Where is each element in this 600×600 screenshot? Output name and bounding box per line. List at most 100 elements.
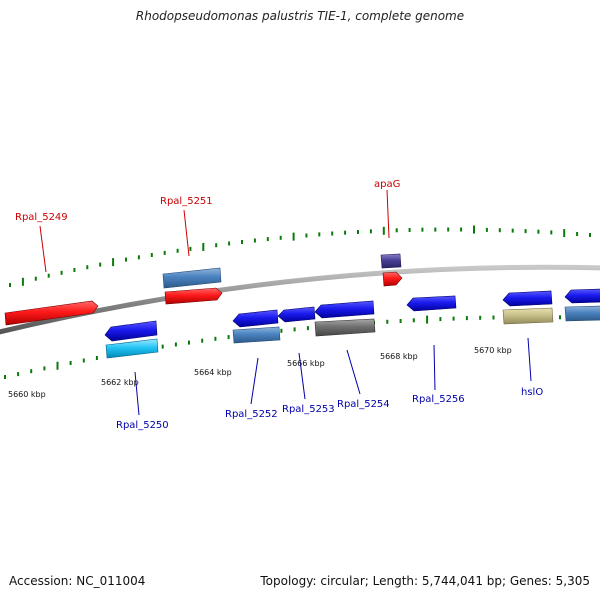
gene-rpal-5254[interactable] xyxy=(314,300,375,319)
major-tick xyxy=(292,232,295,241)
label-hslo[interactable]: hslO xyxy=(521,387,543,398)
gene-rpal-5252-band[interactable] xyxy=(232,326,281,344)
minor-tick xyxy=(344,230,347,235)
minor-tick xyxy=(386,319,389,324)
major-tick xyxy=(473,225,475,234)
leader-rpal-5253 xyxy=(298,352,306,400)
minor-tick xyxy=(589,233,591,237)
major-tick xyxy=(112,258,115,267)
kbp-label: 5660 kbp xyxy=(8,390,46,399)
gene-apag[interactable] xyxy=(382,271,403,287)
label-rpal-5250[interactable]: Rpal_5250 xyxy=(116,420,169,431)
gene-rpal-5253[interactable] xyxy=(277,306,316,323)
minor-tick xyxy=(408,228,411,232)
minor-tick xyxy=(465,316,468,321)
major-tick xyxy=(56,361,59,370)
label-rpal-5254[interactable]: Rpal_5254 xyxy=(337,399,390,410)
minor-tick xyxy=(4,375,6,379)
map-title: Rhodopseudomonas palustris TIE-1, comple… xyxy=(135,9,465,23)
gene-rpal-5252[interactable] xyxy=(232,309,279,328)
major-tick xyxy=(426,315,429,324)
minor-tick xyxy=(306,326,309,331)
label-apag[interactable]: apaG xyxy=(374,179,400,190)
minor-tick xyxy=(241,240,243,244)
minor-tick xyxy=(137,255,140,260)
gene-hslo-band[interactable] xyxy=(502,307,554,325)
gene-rpal-5250[interactable] xyxy=(104,320,158,342)
leader-hslo xyxy=(527,337,532,382)
minor-tick xyxy=(318,232,321,237)
minor-tick xyxy=(176,248,179,253)
minor-tick xyxy=(227,335,230,340)
minor-tick xyxy=(99,262,102,267)
minor-tick xyxy=(421,227,424,232)
minor-tick xyxy=(479,315,482,320)
minor-tick xyxy=(439,317,442,322)
label-rpal-5249[interactable]: Rpal_5249 xyxy=(15,212,68,223)
minor-tick xyxy=(434,227,437,232)
gene-rpal-5256[interactable] xyxy=(406,295,457,312)
genome-summary: Topology: circular; Length: 5,744,041 bp… xyxy=(260,574,590,588)
minor-tick xyxy=(47,273,50,278)
minor-tick xyxy=(460,227,463,232)
gene-right-edge[interactable] xyxy=(564,288,600,304)
label-rpal-5253[interactable]: Rpal_5253 xyxy=(282,404,335,415)
minor-tick xyxy=(189,246,192,251)
gene-rpal-5250-band[interactable] xyxy=(105,338,159,359)
minor-tick xyxy=(17,372,20,377)
minor-tick xyxy=(174,342,177,347)
minor-tick xyxy=(511,228,514,233)
kbp-label: 5664 kbp xyxy=(194,368,232,377)
leader-rpal-5254 xyxy=(346,349,361,395)
gene-apag-band[interactable] xyxy=(380,253,402,269)
minor-tick xyxy=(452,316,455,321)
gene-hslo[interactable] xyxy=(502,290,553,307)
ticks-top xyxy=(9,225,591,287)
minor-tick xyxy=(201,338,204,343)
gene-rpal-5251-band[interactable] xyxy=(162,267,222,289)
minor-tick xyxy=(447,227,450,232)
minor-tick xyxy=(215,243,218,248)
minor-tick xyxy=(30,369,33,374)
minor-tick xyxy=(559,315,561,320)
label-rpal-5256[interactable]: Rpal_5256 xyxy=(412,394,465,405)
gene-rpal-5254-band[interactable] xyxy=(314,318,376,337)
kbp-label: 5666 kbp xyxy=(287,359,325,368)
label-rpal-5251[interactable]: Rpal_5251 xyxy=(160,196,213,207)
kbp-label: 5670 kbp xyxy=(474,346,512,355)
minor-tick xyxy=(150,253,153,257)
minor-tick xyxy=(412,318,415,323)
leader-rpal-5250 xyxy=(134,371,140,416)
minor-tick xyxy=(498,228,501,233)
minor-tick xyxy=(82,358,85,363)
minor-tick xyxy=(228,241,231,246)
gene-rpal-5249[interactable] xyxy=(4,300,99,326)
major-tick xyxy=(563,229,566,238)
minor-tick xyxy=(550,230,553,235)
minor-tick xyxy=(357,230,359,234)
minor-tick xyxy=(537,229,540,234)
minor-tick xyxy=(9,283,11,287)
leader-rpal-5256 xyxy=(433,344,436,391)
minor-tick xyxy=(73,268,76,272)
minor-tick xyxy=(369,229,372,234)
minor-tick xyxy=(253,238,256,243)
leader-rpal-5249 xyxy=(39,225,47,273)
minor-tick xyxy=(395,228,398,233)
accession-text: Accession: NC_011004 xyxy=(9,574,146,588)
minor-tick xyxy=(95,356,98,360)
leader-rpal-5252 xyxy=(250,357,259,405)
minor-tick xyxy=(280,328,283,333)
minor-tick xyxy=(43,366,46,371)
major-tick xyxy=(21,277,24,286)
minor-tick xyxy=(331,231,334,236)
minor-tick xyxy=(524,229,527,234)
minor-tick xyxy=(266,237,269,242)
minor-tick xyxy=(34,276,37,281)
minor-tick xyxy=(125,257,127,262)
minor-tick xyxy=(305,233,308,238)
gene-rpal-5251[interactable] xyxy=(164,287,223,305)
gene-right-edge-band[interactable] xyxy=(564,305,600,322)
label-rpal-5252[interactable]: Rpal_5252 xyxy=(225,409,278,420)
